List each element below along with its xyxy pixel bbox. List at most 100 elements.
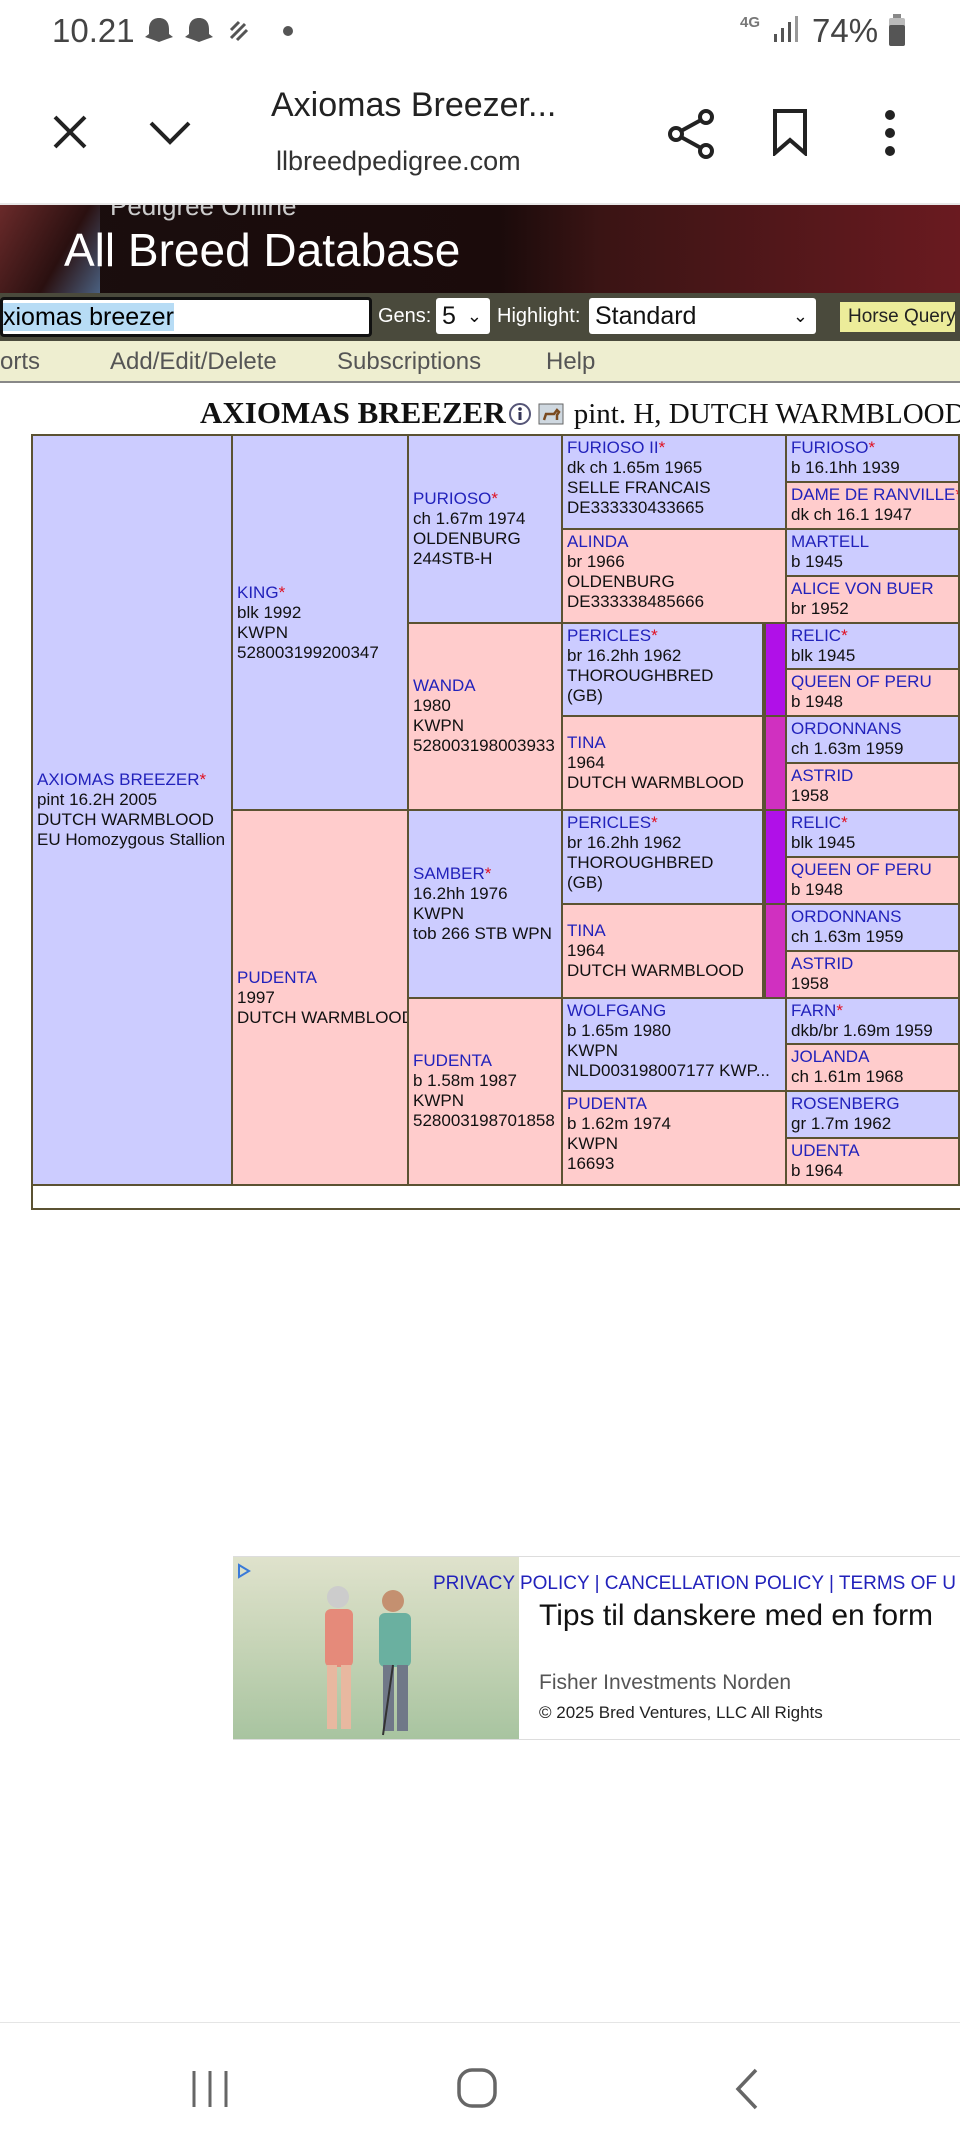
banner-photo xyxy=(0,205,100,293)
highlight-select[interactable]: Standard ⌄ xyxy=(589,298,816,334)
horse-detail: dk ch 1.65m 1965 xyxy=(567,458,703,477)
nav-reports[interactable]: orts xyxy=(0,348,41,375)
horse-detail: 528003198003933 xyxy=(413,736,555,756)
horse-detail: NLD003198007177 KWP... xyxy=(567,1060,770,1080)
horse-link[interactable]: ROSENBERG xyxy=(791,1094,900,1114)
policy-links[interactable]: PRIVACY POLICY | CANCELLATION POLICY | T… xyxy=(433,1573,957,1594)
horse-link[interactable]: JOLANDA xyxy=(791,1047,870,1067)
horse-query-button[interactable]: Horse Query xyxy=(840,302,956,332)
horse-detail: 528003198701858 xyxy=(413,1111,555,1131)
recent-apps-icon[interactable] xyxy=(190,2069,230,2109)
pedigree-cell-gen4: FURIOSO II* dk ch 1.65m 1965 SELLE FRANCAI… xyxy=(561,434,787,530)
share-icon[interactable] xyxy=(666,108,716,160)
horse-link[interactable]: FURIOSO II xyxy=(567,438,659,457)
pedigree-cell-gen4: PUDENTA b 1.62m 1974 KWPN 16693 xyxy=(561,1090,787,1186)
horse-link[interactable]: PERICLES xyxy=(567,625,652,645)
horse-detail: KWPN xyxy=(413,903,464,923)
horse-info: ORDONNANS ch 1.63m 1959 xyxy=(791,907,954,947)
horse-link[interactable]: PURIOSO xyxy=(413,488,492,508)
horse-detail: br 1952 xyxy=(791,598,849,618)
horse-detail: KWPN xyxy=(413,1091,464,1111)
bookmark-icon[interactable] xyxy=(772,108,808,156)
gens-select[interactable]: 5 ⌄ xyxy=(436,298,490,334)
horse-link[interactable]: TINA xyxy=(567,733,606,753)
horse-link[interactable]: QUEEN OF PERU xyxy=(791,672,932,692)
horse-link[interactable]: FARN xyxy=(791,1000,837,1020)
nav-help[interactable]: Help xyxy=(546,348,596,375)
horse-info: QUEEN OF PERU b 1948 xyxy=(791,860,954,900)
horse-link[interactable]: RELIC xyxy=(791,813,842,832)
horse-info: AXIOMAS BREEZER* pint 16.2H 2005 DUTCH WAR… xyxy=(37,770,227,850)
pedigree-cell-gen5: MARTELL b 1945 xyxy=(785,527,960,577)
horse-link[interactable]: QUEEN OF PERU xyxy=(791,859,932,879)
horse-photo-icon[interactable] xyxy=(538,403,564,425)
home-icon[interactable] xyxy=(456,2067,498,2109)
ad-image[interactable] xyxy=(233,1557,519,1739)
horse-link[interactable]: WOLFGANG xyxy=(567,1000,667,1020)
horse-link[interactable]: TINA xyxy=(567,920,606,940)
gens-label: Gens: xyxy=(378,305,432,327)
horse-info: PURIOSO* ch 1.67m 1974 OLDENBURG 244STB-H xyxy=(413,489,557,569)
horse-link[interactable]: PUDENTA xyxy=(567,1094,647,1114)
url-label[interactable]: llbreedpedigree.com xyxy=(276,146,521,176)
more-icon[interactable] xyxy=(880,108,900,158)
horse-link[interactable]: DAME DE RANVILLE xyxy=(791,484,956,504)
horse-detail: dkb/br 1.69m 1959 xyxy=(791,1020,933,1040)
horse-link[interactable]: UDENTA xyxy=(791,1141,860,1161)
signal-icon xyxy=(774,16,798,42)
info-icon[interactable] xyxy=(508,402,532,426)
horse-info: PERICLES* br 16.2hh 1962 THOROUGHBRED (GB) xyxy=(567,813,758,893)
pedigree-cell-gen5: QUEEN OF PERU b 1948 xyxy=(785,855,960,905)
horse-detail: (GB) xyxy=(567,873,603,892)
horse-detail: blk 1992 xyxy=(237,602,302,622)
horse-link[interactable]: ALICE VON BUER xyxy=(791,578,934,598)
close-icon[interactable] xyxy=(52,114,88,150)
horse-search-input[interactable]: xiomas breezer xyxy=(0,297,372,337)
horse-link[interactable]: WANDA xyxy=(413,676,476,696)
horse-info: ROSENBERG gr 1.7m 1962 xyxy=(791,1094,954,1134)
back-icon[interactable] xyxy=(734,2067,760,2111)
horse-link[interactable]: ASTRID xyxy=(791,953,854,973)
ad-source: Fisher Investments Norden xyxy=(539,1671,792,1694)
nav-add-edit-delete[interactable]: Add/Edit/Delete xyxy=(110,348,277,375)
ad-headline[interactable]: Tips til danskere med en form xyxy=(539,1599,934,1632)
horse-link[interactable]: FURIOSO xyxy=(791,438,869,457)
horse-detail: 1958 xyxy=(791,973,829,993)
horse-info: MARTELL b 1945 xyxy=(791,532,954,572)
status-bar: 10.21 4G 74% xyxy=(0,0,960,62)
horse-link[interactable]: ORDONNANS xyxy=(791,906,902,926)
horse-link[interactable]: RELIC xyxy=(791,625,842,645)
site-banner[interactable]: Pedigree Online All Breed Database xyxy=(0,205,960,293)
horse-link[interactable]: ASTRID xyxy=(791,766,854,786)
site-nav: orts Add/Edit/Delete Subscriptions Help xyxy=(0,341,960,383)
horse-link[interactable]: FUDENTA xyxy=(413,1051,493,1071)
horse-link[interactable]: MARTELL xyxy=(791,531,870,551)
browser-toolbar: Axiomas Breezer... llbreedpedigree.com xyxy=(0,62,960,204)
star-marker: * xyxy=(199,770,207,789)
horse-detail: OLDENBURG xyxy=(567,571,675,591)
horse-detail: dk ch 16.1 1947 xyxy=(791,504,912,524)
horse-detail: tob 266 STB WPN xyxy=(413,923,552,943)
chevron-down-icon[interactable] xyxy=(148,120,192,146)
search-input-value: xiomas breezer xyxy=(3,303,174,331)
horse-link[interactable]: ALINDA xyxy=(567,531,629,551)
horse-name: AXIOMAS BREEZER xyxy=(200,395,506,430)
horse-link[interactable]: SAMBER xyxy=(413,863,485,883)
horse-link[interactable]: PERICLES xyxy=(567,813,652,832)
nav-subscriptions[interactable]: Subscriptions xyxy=(337,348,482,375)
horse-link[interactable]: PUDENTA xyxy=(237,967,317,987)
horse-heading: AXIOMAS BREEZER pint. H, DUTCH WARMBLOOD xyxy=(200,395,960,435)
horse-detail: ch 1.63m 1959 xyxy=(791,926,904,946)
horse-info: ALICE VON BUER br 1952 xyxy=(791,579,954,619)
pedigree-cell-gen5: UDENTA b 1964 xyxy=(785,1137,960,1186)
pedigree-cell-gen5: JOLANDA ch 1.61m 1968 xyxy=(785,1043,960,1093)
horse-detail: b 1945 xyxy=(791,551,843,571)
horse-link[interactable]: KING xyxy=(237,582,279,602)
horse-link[interactable]: ORDONNANS xyxy=(791,719,902,739)
advertisement[interactable]: PRIVACY POLICY | CANCELLATION POLICY | T… xyxy=(233,1556,960,1740)
pedigree-cell-gen3: FUDENTA b 1.58m 1987 KWPN 528003198701858 xyxy=(407,996,563,1186)
horse-link[interactable]: AXIOMAS BREEZER xyxy=(37,770,200,789)
network-type: 4G xyxy=(740,14,761,31)
pedigree-cell-gen5: ROSENBERG gr 1.7m 1962 xyxy=(785,1090,960,1140)
horse-info: ALINDA br 1966 OLDENBURG DE333338485666 xyxy=(567,532,781,612)
